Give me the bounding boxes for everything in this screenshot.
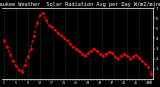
Title: Milwaukee Weather  Solar Radiation Avg per Day W/m2/minute: Milwaukee Weather Solar Radiation Avg pe… [0, 2, 160, 7]
